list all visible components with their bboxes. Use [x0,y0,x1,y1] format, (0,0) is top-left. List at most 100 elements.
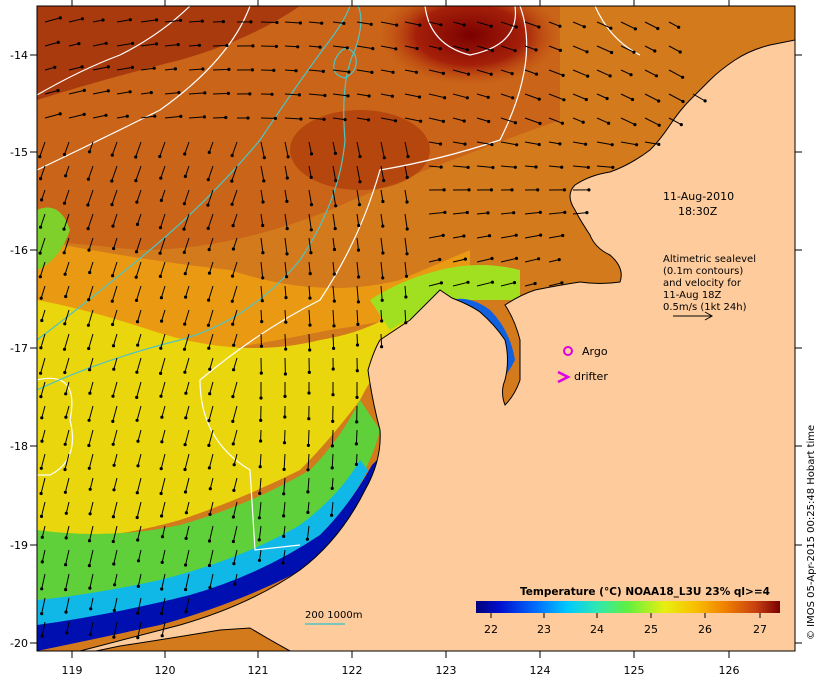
velocity-arrow [44,17,61,23]
velocity-arrow-head [183,443,187,447]
velocity-arrow-head [184,563,188,567]
velocity-arrow-head [248,92,252,96]
velocity-arrow-head [513,165,517,169]
velocity-arrow-head [681,75,685,79]
velocity-arrow [160,285,166,298]
velocity-arrow-head [538,121,542,125]
velocity-arrow-head [342,21,346,25]
velocity-arrow [548,93,565,101]
velocity-arrow-head [39,466,43,470]
velocity-arrow-head [64,610,68,614]
velocity-arrow-head [152,66,156,70]
velocity-arrow [41,501,46,517]
velocity-arrow [548,259,560,263]
velocity-arrow-head [609,26,613,30]
velocity-arrow-head [200,19,204,23]
velocity-arrow-head [380,319,384,323]
velocity-arrow-head [208,367,212,371]
velocity-arrow-head [159,371,163,375]
velocity-arrow-head [439,23,443,27]
colorbar-title: Temperature (°C) NOAA18_L3U 23% ql>=4 [520,586,770,598]
velocity-arrow-head [308,348,312,352]
velocity-arrow-head [439,281,443,285]
velocity-arrow [260,261,264,278]
velocity-arrow [452,69,469,75]
velocity-arrow-head [231,247,235,251]
velocity-arrow [260,189,264,203]
velocity-arrow [428,282,442,287]
velocity-arrow-head [176,43,180,47]
velocity-arrow-head [608,74,612,78]
velocity-arrow [41,429,46,442]
velocity-arrow-head [56,88,60,93]
velocity-arrow-head [87,346,91,351]
velocity-arrow-head [391,70,395,74]
velocity-arrow-head [330,444,334,448]
x-tick-label-121: 121 [248,664,269,677]
velocity-arrow-head [405,227,409,231]
velocity-arrow-head [297,93,301,97]
velocity-arrow-head [334,178,338,183]
velocity-arrow-head [284,320,288,324]
velocity-arrow [140,19,157,23]
velocity-arrow-head [88,391,92,395]
velocity-arrow [307,501,310,513]
velocity-arrow [137,597,142,614]
velocity-arrow [548,282,563,287]
velocity-arrow [356,21,372,25]
velocity-arrow [668,93,684,102]
velocity-arrow [356,237,359,251]
velocity-arrow [332,69,349,73]
y-tick-label--20: -20 [10,637,28,650]
velocity-arrow-head [257,558,262,562]
velocity-arrow-head [262,156,266,160]
velocity-arrow-head [40,198,44,202]
velocity-arrow-head [160,587,164,591]
velocity-arrow-head [390,94,394,98]
velocity-arrow [140,92,152,95]
velocity-arrow-head [82,112,86,116]
velocity-arrow [40,165,46,179]
velocity-arrow-head [56,40,60,45]
velocity-arrow [283,477,286,494]
velocity-arrow [644,141,659,145]
velocity-arrow [596,117,609,124]
velocity-arrow-head [160,440,164,444]
velocity-arrow-head [184,416,188,420]
velocity-arrow [113,333,118,346]
velocity-arrow-head [358,180,362,184]
velocity-arrow-head [104,113,108,117]
velocity-arrow [548,69,564,76]
velocity-arrow-head [380,345,384,349]
velocity-arrow [114,573,118,585]
velocity-arrow-head [309,251,313,255]
velocity-arrow-head [534,48,538,52]
velocity-arrow [596,69,611,77]
velocity-arrow-head [380,298,384,302]
velocity-arrow-head [208,392,212,396]
velocity-arrow [188,44,200,47]
velocity-arrow-head [418,23,422,27]
velocity-arrow-head [285,252,289,256]
velocity-arrow-head [393,119,398,123]
velocity-arrow [548,165,562,168]
velocity-arrow [232,309,238,325]
velocity-arrow [452,235,464,239]
velocity-arrow [88,333,94,349]
velocity-arrow-head [355,369,359,373]
velocity-arrow-head [334,204,338,208]
velocity-arrow-head [40,318,44,323]
velocity-arrow-head [104,41,108,45]
altimetry-note-line-1: Altimetric sealevel [663,254,756,265]
velocity-arrow-head [87,248,91,252]
velocity-arrow [596,45,612,53]
velocity-arrow-head [80,17,84,21]
velocity-arrow-head [232,488,236,492]
velocity-arrow-head [231,419,235,423]
velocity-arrow [116,91,131,95]
velocity-arrow [404,213,408,230]
velocity-arrow-head [250,68,254,72]
velocity-arrow [548,235,563,239]
x-tick-label-126: 126 [719,664,740,677]
velocity-arrow [620,117,636,126]
